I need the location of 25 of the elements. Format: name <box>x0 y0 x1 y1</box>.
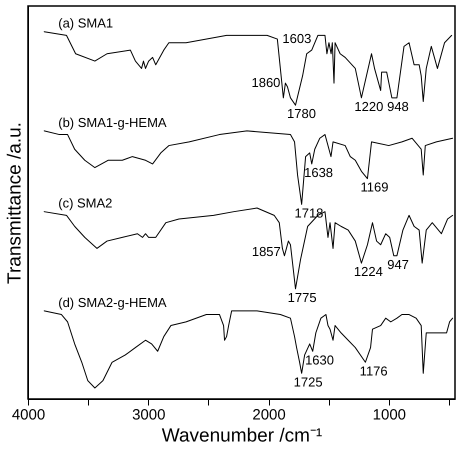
series-label: (b) SMA1-g-HEMA <box>58 114 167 130</box>
annotation: 1630 <box>305 352 334 368</box>
series-label: (c) SMA2 <box>58 196 112 211</box>
annotation: 947 <box>387 256 409 272</box>
x-tick-label: 2000 <box>252 406 286 424</box>
annotation: 1780 <box>287 106 316 122</box>
annotation: 1725 <box>294 374 323 390</box>
annotation: 1775 <box>288 290 317 305</box>
x-axis-title: Wavenumber /cm⁻¹ <box>162 426 322 446</box>
y-axis-title: Transmittance /a.u. <box>4 122 26 284</box>
annotation: 1860 <box>251 75 280 90</box>
series-label: (a) SMA1 <box>58 16 114 31</box>
x-tick-label: 1000 <box>372 406 406 424</box>
annotation: 1220 <box>354 98 384 114</box>
x-tick-label: 3000 <box>132 406 166 424</box>
annotation: 1169 <box>360 180 388 195</box>
x-tick-label: 4000 <box>12 406 46 424</box>
series-label: (d) SMA2-g-HEMA <box>58 294 167 310</box>
annotation: 1718 <box>294 205 324 220</box>
annotation: 1603 <box>282 31 312 46</box>
annotation: 1638 <box>304 164 334 180</box>
annotation: 948 <box>387 98 409 114</box>
annotation: 1224 <box>354 264 383 280</box>
annotation: 1176 <box>360 363 388 378</box>
annotation: 1857 <box>252 244 281 260</box>
